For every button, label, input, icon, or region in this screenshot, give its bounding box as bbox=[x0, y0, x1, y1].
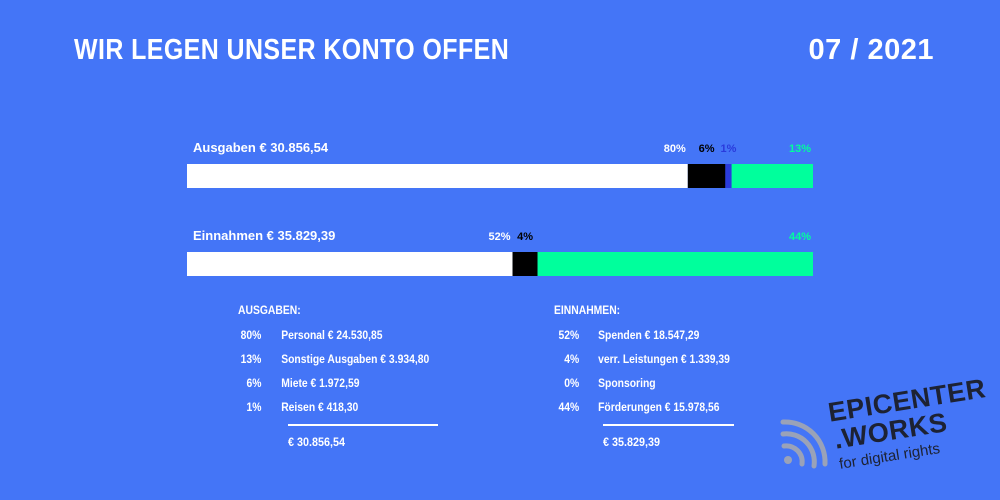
segment-pct-label: 13% bbox=[789, 143, 811, 155]
list-item: 52% Spenden € 18.547,29 bbox=[554, 330, 730, 354]
signal-waves-icon bbox=[780, 419, 828, 469]
ausgaben-label: Sonstige Ausgaben € 3.934,80 bbox=[281, 354, 430, 366]
ausgaben-pct: 6% bbox=[246, 378, 262, 390]
bar-segment bbox=[731, 164, 813, 188]
bar-segment bbox=[537, 252, 813, 276]
ausgaben-label: Miete € 1.972,59 bbox=[281, 378, 360, 390]
einnahmen-label: Sponsoring bbox=[598, 378, 656, 390]
ausgaben-label: Reisen € 418,30 bbox=[281, 402, 359, 414]
einnahmen-pct: 4% bbox=[564, 354, 580, 366]
bar-segment bbox=[187, 252, 513, 276]
ausgaben-heading: AUSGABEN: bbox=[238, 305, 301, 317]
segment-pct-label: 1% bbox=[721, 143, 737, 155]
bar-segment bbox=[687, 164, 726, 188]
einnahmen-breakdown: EINNAHMEN: 52% Spenden € 18.547,29 4% ve… bbox=[554, 305, 730, 426]
einnahmen-pct: 44% bbox=[558, 402, 580, 414]
ausgaben-pct: 1% bbox=[246, 402, 262, 414]
bar-segment bbox=[187, 164, 688, 188]
einnahmen-heading: EINNAHMEN: bbox=[554, 305, 621, 317]
einnahmen-label: Förderungen € 15.978,56 bbox=[598, 402, 720, 414]
einnahmen-divider bbox=[603, 424, 734, 426]
bar-segment bbox=[725, 164, 732, 188]
list-item: 0% Sponsoring bbox=[554, 378, 730, 402]
segment-pct-label: 80% bbox=[664, 143, 686, 155]
segment-pct-label: 6% bbox=[699, 143, 715, 155]
ausgaben-divider bbox=[288, 424, 438, 426]
page-title: WIR LEGEN UNSER KONTO OFFEN bbox=[74, 34, 510, 66]
segment-pct-label: 44% bbox=[789, 231, 811, 243]
bar-label: Einnahmen € 35.829,39 bbox=[193, 228, 335, 243]
segment-pct-label: 4% bbox=[517, 231, 533, 243]
einnahmen-label: verr. Leistungen € 1.339,39 bbox=[598, 354, 730, 366]
einnahmen-total: € 35.829,39 bbox=[603, 435, 661, 449]
bar-label: Ausgaben € 30.856,54 bbox=[193, 140, 329, 155]
ausgaben-total: € 30.856,54 bbox=[288, 435, 346, 449]
list-item: 4% verr. Leistungen € 1.339,39 bbox=[554, 354, 730, 378]
ausgaben-pct: 80% bbox=[240, 330, 262, 342]
ausgaben-label: Personal € 24.530,85 bbox=[281, 330, 383, 342]
list-item: 1% Reisen € 418,30 bbox=[238, 402, 429, 426]
einnahmen-label: Spenden € 18.547,29 bbox=[598, 330, 700, 342]
list-item: 44% Förderungen € 15.978,56 bbox=[554, 402, 730, 426]
ausgaben-breakdown: AUSGABEN: 80% Personal € 24.530,85 13% S… bbox=[238, 305, 429, 426]
epicenter-works-logo: EPICENTER .WORKS for digital rights bbox=[778, 373, 988, 492]
report-date: 07 / 2021 bbox=[808, 34, 934, 66]
list-item: 13% Sonstige Ausgaben € 3.934,80 bbox=[238, 354, 430, 378]
einnahmen-pct: 52% bbox=[558, 330, 580, 342]
segment-pct-label: 52% bbox=[488, 231, 510, 243]
bar-segment bbox=[512, 252, 538, 276]
ausgaben-pct: 13% bbox=[240, 354, 262, 366]
einnahmen-pct: 0% bbox=[564, 378, 580, 390]
list-item: 80% Personal € 24.530,85 bbox=[238, 330, 429, 354]
list-item: 6% Miete € 1.972,59 bbox=[238, 378, 429, 402]
stacked-bar-chart: Ausgaben € 30.856,54 80% 6% 1% 13% Einnahmen … bbox=[187, 140, 813, 276]
